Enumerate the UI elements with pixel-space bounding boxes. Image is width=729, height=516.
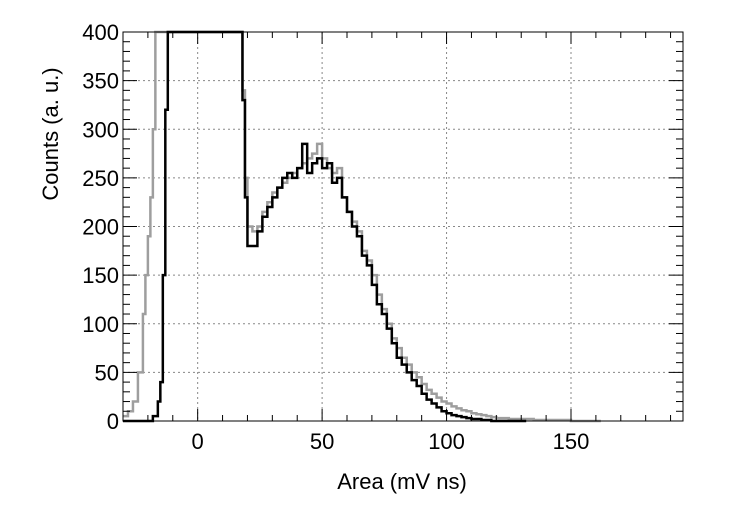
x-tick-label: 0 (192, 429, 204, 454)
axis-ticks (123, 31, 683, 422)
y-tick-label: 150 (82, 263, 119, 288)
x-tick-label: 150 (553, 429, 590, 454)
x-axis-label: Area (mV ns) (337, 469, 467, 494)
y-tick-label: 200 (82, 215, 119, 240)
y-tick-label: 250 (82, 166, 119, 191)
grid-lines (123, 32, 683, 421)
tick-labels: 0 50 100 150 0 50 100 150 200 250 300 350 400 (82, 20, 589, 454)
y-tick-label: 0 (107, 409, 119, 434)
y-axis-label: Counts (a. u.) (38, 67, 63, 200)
y-tick-label: 300 (82, 117, 119, 142)
y-tick-label: 50 (95, 360, 119, 385)
y-tick-label: 400 (82, 20, 119, 45)
x-tick-label: 100 (428, 429, 465, 454)
y-tick-label: 350 (82, 69, 119, 94)
y-tick-label: 100 (82, 312, 119, 337)
x-tick-label: 50 (310, 429, 334, 454)
